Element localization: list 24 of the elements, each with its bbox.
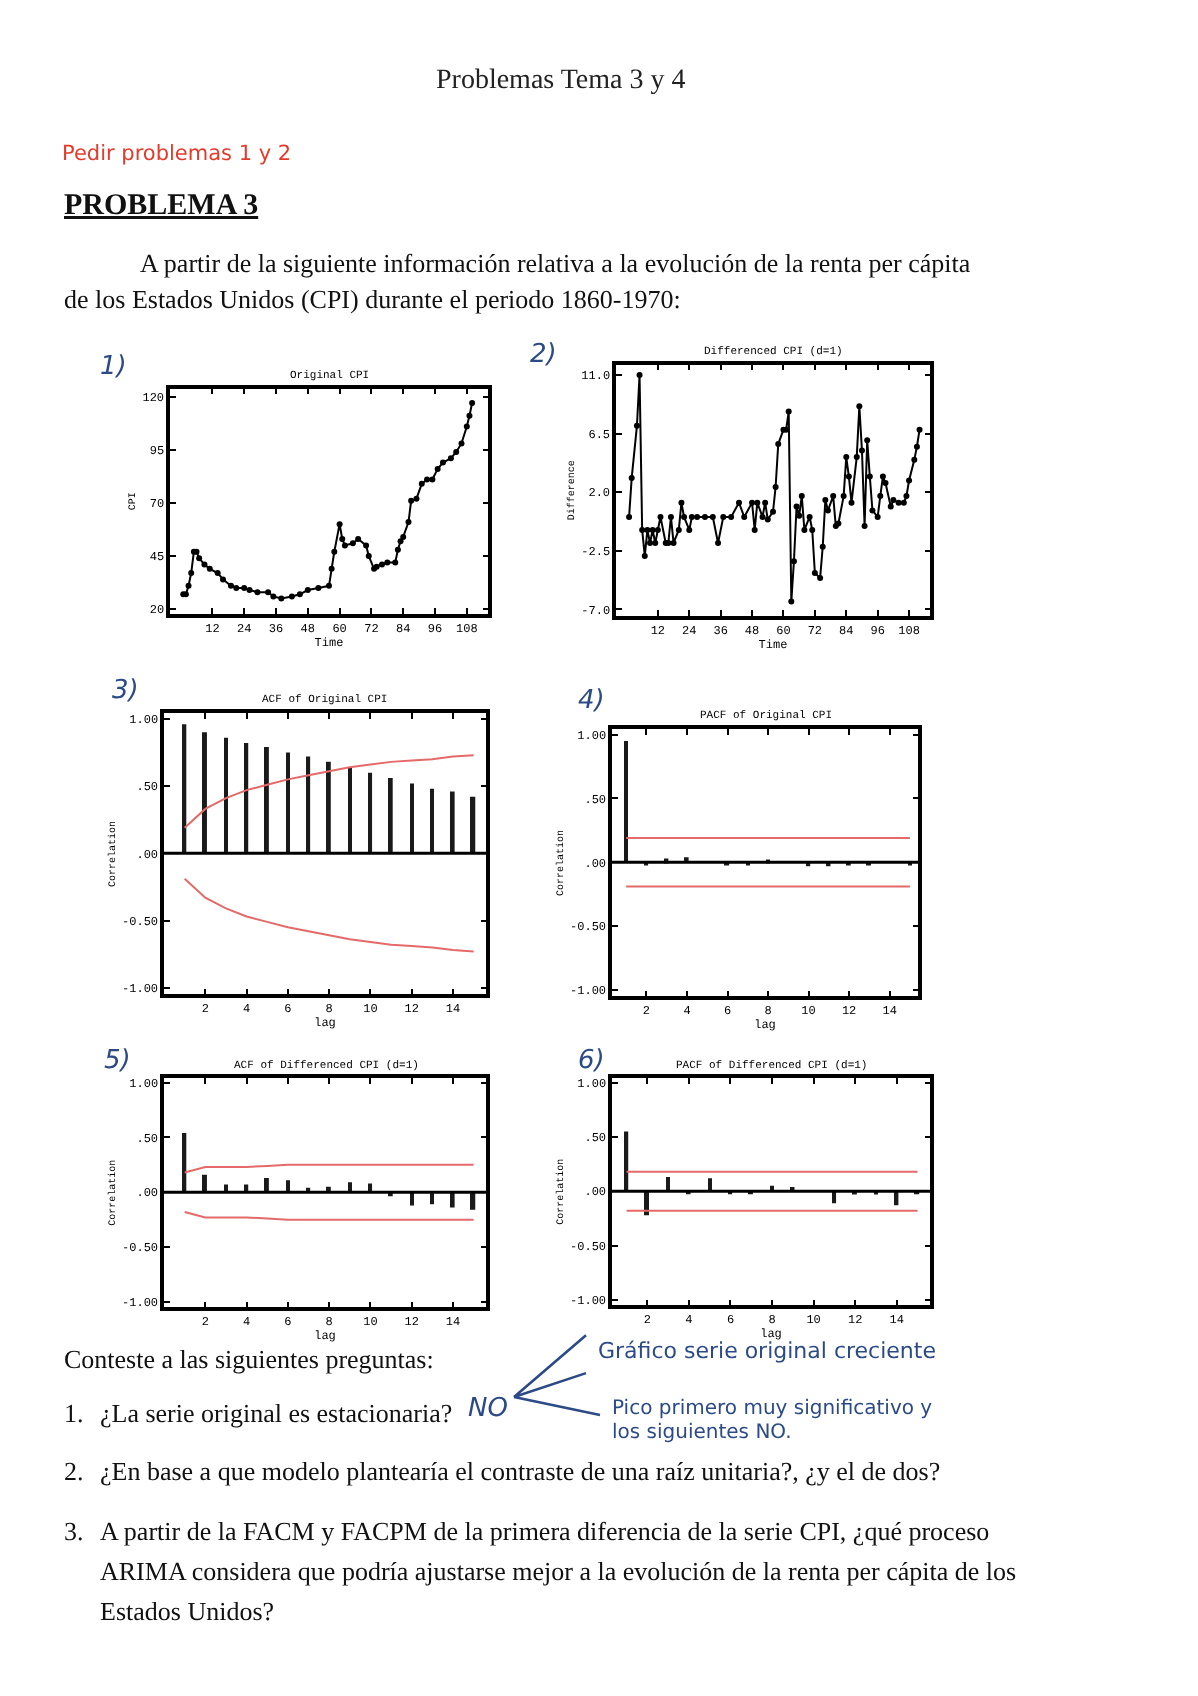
text: 1. xyxy=(64,1398,84,1428)
text: A partir de la FACM y FACPM de la primera diferencia de la serie CPI, ¿qué proceso xyxy=(100,1516,990,1546)
text: 6) xyxy=(578,1046,605,1076)
text: Conteste a las siguientes preguntas: xyxy=(64,1344,434,1374)
text: los siguientes NO. xyxy=(612,1422,792,1444)
text: 2. xyxy=(64,1456,84,1486)
text: ¿La serie original es estacionaria? xyxy=(100,1398,453,1428)
text: Estados Unidos? xyxy=(100,1596,275,1626)
text: ARIMA considera que podría ajustarse mejor a la evolución de la renta per cápita de los xyxy=(100,1556,1017,1586)
text: Pedir problemas 1 y 2 xyxy=(62,142,292,166)
text: 3. xyxy=(64,1516,84,1546)
text: Problemas Tema 3 y 4 xyxy=(436,66,686,96)
text: Gráfico serie original creciente xyxy=(598,1338,937,1364)
text: 3) xyxy=(112,676,139,706)
text: 4) xyxy=(578,686,605,716)
text: de los Estados Unidos (CPI) durante el periodo 1860-1970: xyxy=(64,284,681,314)
text: PROBLEMA 3 xyxy=(64,190,259,222)
text: ¿En base a que modelo plantearía el contraste de una raíz unitaria?, ¿y el de dos? xyxy=(100,1456,941,1486)
text: 5) xyxy=(104,1046,131,1076)
text: A partir de la siguiente información relativa a la evolución de la renta per cápita xyxy=(140,248,971,278)
text: Pico primero muy significativo y xyxy=(612,1398,933,1420)
text: NO xyxy=(468,1394,508,1424)
text: 1) xyxy=(100,352,127,382)
text: 2) xyxy=(530,340,557,370)
